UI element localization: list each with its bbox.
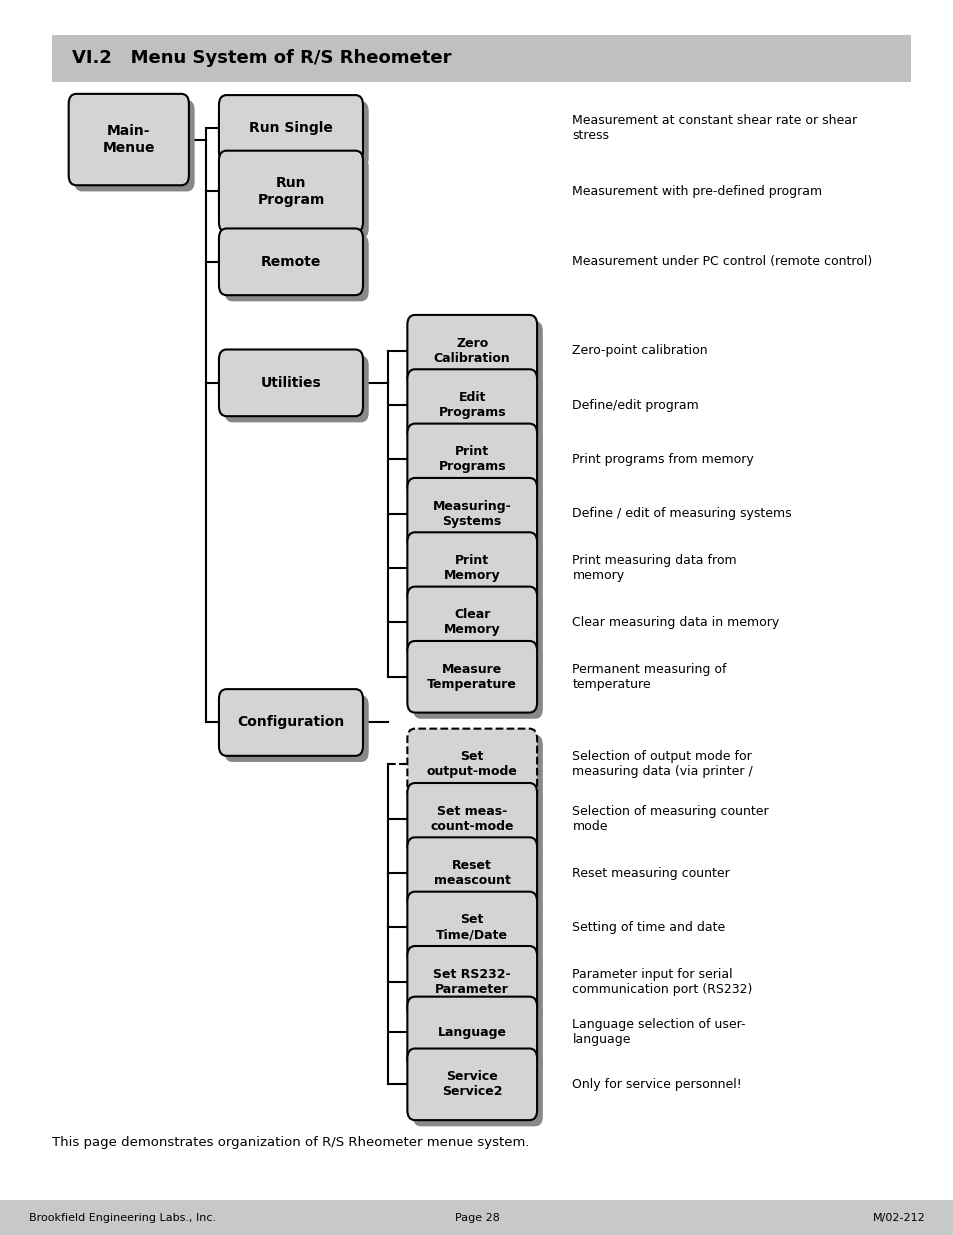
- Text: Edit
Programs: Edit Programs: [438, 391, 505, 419]
- Text: Setting of time and date: Setting of time and date: [572, 921, 725, 934]
- Text: Print
Programs: Print Programs: [438, 446, 505, 473]
- FancyBboxPatch shape: [413, 735, 542, 806]
- FancyBboxPatch shape: [413, 321, 542, 393]
- Text: Service
Service2: Service Service2: [441, 1071, 502, 1098]
- FancyBboxPatch shape: [413, 538, 542, 610]
- Text: Permanent measuring of
temperature: Permanent measuring of temperature: [572, 663, 726, 690]
- Text: Print measuring data from
memory: Print measuring data from memory: [572, 555, 737, 582]
- FancyBboxPatch shape: [407, 641, 537, 713]
- Text: Measuring-
Systems: Measuring- Systems: [433, 500, 511, 527]
- Text: Selection of output mode for
measuring data (via printer /: Selection of output mode for measuring d…: [572, 751, 752, 778]
- Text: Set RS232-
Parameter: Set RS232- Parameter: [433, 968, 511, 995]
- Text: Run
Program: Run Program: [257, 177, 324, 206]
- Text: Utilities: Utilities: [260, 375, 321, 390]
- FancyBboxPatch shape: [218, 95, 362, 162]
- FancyBboxPatch shape: [218, 689, 362, 756]
- FancyBboxPatch shape: [225, 356, 368, 422]
- Text: Define / edit of measuring systems: Define / edit of measuring systems: [572, 508, 791, 520]
- FancyBboxPatch shape: [413, 647, 542, 719]
- FancyBboxPatch shape: [407, 315, 537, 387]
- FancyBboxPatch shape: [407, 837, 537, 909]
- FancyBboxPatch shape: [225, 101, 368, 168]
- FancyBboxPatch shape: [407, 478, 537, 550]
- Text: Measurement under PC control (remote control): Measurement under PC control (remote con…: [572, 256, 872, 268]
- FancyBboxPatch shape: [407, 587, 537, 658]
- Text: Reset
meascount: Reset meascount: [434, 860, 510, 887]
- FancyBboxPatch shape: [413, 484, 542, 556]
- FancyBboxPatch shape: [225, 235, 368, 301]
- Text: Zero-point calibration: Zero-point calibration: [572, 345, 707, 357]
- Text: Selection of measuring counter
mode: Selection of measuring counter mode: [572, 805, 768, 832]
- Text: Page 28: Page 28: [454, 1213, 499, 1223]
- Text: Language selection of user-
language: Language selection of user- language: [572, 1019, 745, 1046]
- Text: Zero
Calibration: Zero Calibration: [434, 337, 510, 364]
- Text: Reset measuring counter: Reset measuring counter: [572, 867, 729, 879]
- FancyBboxPatch shape: [413, 789, 542, 861]
- FancyBboxPatch shape: [218, 228, 362, 295]
- Bar: [0, 1200, 953, 1235]
- Text: Print
Memory: Print Memory: [443, 555, 500, 582]
- FancyBboxPatch shape: [413, 952, 542, 1024]
- Text: Only for service personnel!: Only for service personnel!: [572, 1078, 741, 1091]
- FancyBboxPatch shape: [413, 375, 542, 447]
- Text: Print programs from memory: Print programs from memory: [572, 453, 754, 466]
- FancyBboxPatch shape: [225, 157, 368, 238]
- Text: This page demonstrates organization of R/S Rheometer menue system.: This page demonstrates organization of R…: [52, 1136, 530, 1149]
- Text: Set
Time/Date: Set Time/Date: [436, 914, 508, 941]
- Text: Set meas-
count-mode: Set meas- count-mode: [430, 805, 514, 832]
- Text: Define/edit program: Define/edit program: [572, 399, 699, 411]
- FancyBboxPatch shape: [218, 151, 362, 232]
- Text: Remote: Remote: [260, 254, 321, 269]
- Text: Measurement at constant shear rate or shear
stress: Measurement at constant shear rate or sh…: [572, 115, 857, 142]
- FancyBboxPatch shape: [407, 946, 537, 1018]
- Bar: [52, 35, 910, 82]
- Text: Clear
Memory: Clear Memory: [443, 609, 500, 636]
- FancyBboxPatch shape: [413, 430, 542, 501]
- Text: Set
output-mode: Set output-mode: [426, 751, 517, 778]
- FancyBboxPatch shape: [407, 424, 537, 495]
- FancyBboxPatch shape: [413, 1055, 542, 1126]
- Text: Main-
Menue: Main- Menue: [102, 125, 155, 154]
- FancyBboxPatch shape: [69, 94, 189, 185]
- FancyBboxPatch shape: [413, 898, 542, 969]
- FancyBboxPatch shape: [407, 783, 537, 855]
- Text: Measurement with pre-defined program: Measurement with pre-defined program: [572, 185, 821, 198]
- Text: Parameter input for serial
communication port (RS232): Parameter input for serial communication…: [572, 968, 752, 995]
- FancyBboxPatch shape: [407, 532, 537, 604]
- Text: Language: Language: [437, 1026, 506, 1039]
- FancyBboxPatch shape: [407, 369, 537, 441]
- FancyBboxPatch shape: [413, 1003, 542, 1074]
- FancyBboxPatch shape: [225, 695, 368, 762]
- FancyBboxPatch shape: [407, 1049, 537, 1120]
- Text: Configuration: Configuration: [237, 715, 344, 730]
- FancyBboxPatch shape: [407, 997, 537, 1068]
- Text: VI.2   Menu System of R/S Rheometer: VI.2 Menu System of R/S Rheometer: [71, 49, 451, 67]
- FancyBboxPatch shape: [218, 350, 362, 416]
- Text: Measure
Temperature: Measure Temperature: [427, 663, 517, 690]
- FancyBboxPatch shape: [407, 892, 537, 963]
- Text: Run Single: Run Single: [249, 121, 333, 136]
- Text: Clear measuring data in memory: Clear measuring data in memory: [572, 616, 779, 629]
- Text: M/02-212: M/02-212: [872, 1213, 924, 1223]
- FancyBboxPatch shape: [413, 593, 542, 664]
- FancyBboxPatch shape: [74, 100, 194, 191]
- FancyBboxPatch shape: [407, 729, 537, 800]
- Text: Brookfield Engineering Labs., Inc.: Brookfield Engineering Labs., Inc.: [29, 1213, 215, 1223]
- FancyBboxPatch shape: [413, 844, 542, 915]
